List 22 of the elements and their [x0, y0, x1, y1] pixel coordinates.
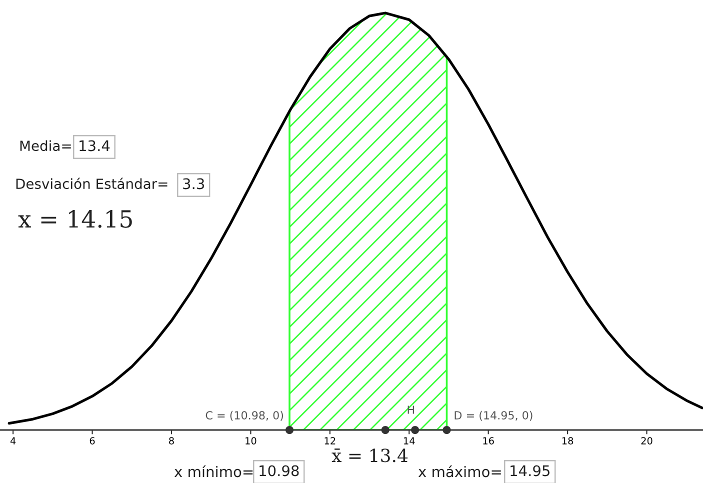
x-tick-label: 10 — [246, 437, 256, 444]
annotation: Media= — [20, 140, 71, 152]
annotation: 3.3 — [183, 178, 204, 190]
annotation: x = 14.15 — [18, 210, 132, 228]
x-tick-label: 4 — [10, 437, 16, 444]
x-tick-label: 18 — [562, 437, 574, 444]
text: x mínimo= — [174, 465, 253, 478]
annotation: Desviación Estándar= — [16, 178, 168, 190]
x-tick-label: 16 — [483, 437, 494, 444]
text: 10.98 — [260, 465, 299, 476]
x-tick-label: 6 — [90, 437, 95, 444]
annotation: D = (14.95, 0) — [454, 410, 532, 421]
text: x máximo= — [418, 465, 501, 478]
text: 14.95 — [510, 465, 550, 476]
text: x̄ = 13.4 — [332, 448, 408, 462]
x-tick-label: 14 — [404, 437, 415, 444]
annotation: H — [408, 406, 414, 414]
annotation: C = (10.98, 0) — [206, 410, 284, 421]
x-tick-label: 20 — [641, 437, 652, 444]
annotation: 13.4 — [80, 140, 110, 152]
x-tick-label: 8 — [169, 437, 174, 444]
x-tick-label: 12 — [324, 437, 336, 444]
